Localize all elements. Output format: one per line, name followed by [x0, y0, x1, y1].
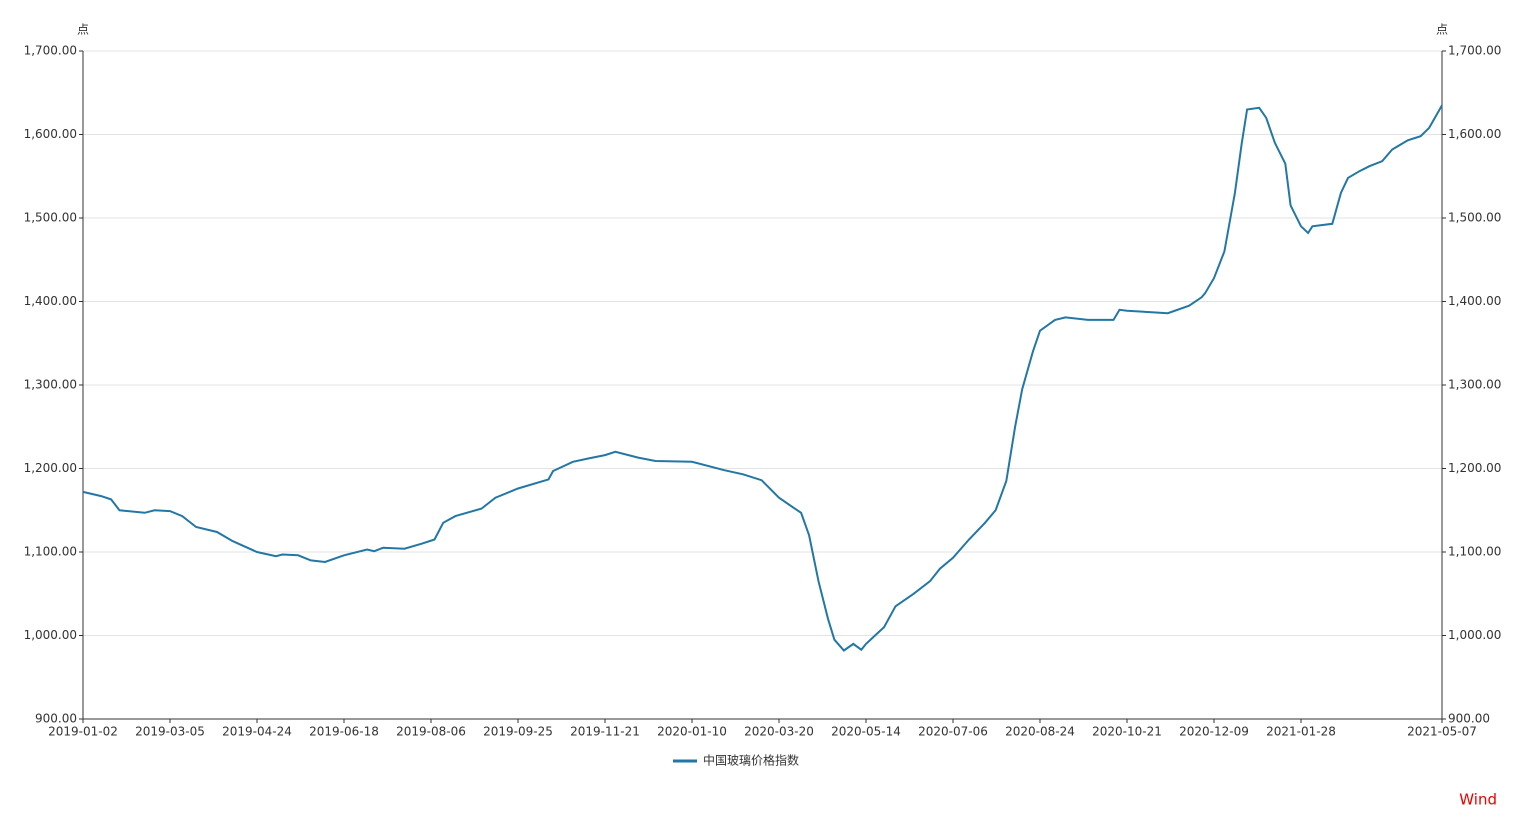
y2-axis-unit: 点: [1436, 23, 1448, 37]
y-tick-label: 1,300.00: [24, 378, 77, 392]
y-tick-label: 1,100.00: [24, 545, 77, 559]
x-tick-label: 2020-05-14: [831, 725, 901, 739]
y-tick-label: 1,500.00: [24, 211, 77, 225]
y2-tick-label: 900.00: [1448, 712, 1490, 726]
x-tick-label: 2021-01-28: [1266, 725, 1336, 739]
y-tick-label: 1,400.00: [24, 294, 77, 308]
x-tick-label: 2019-06-18: [309, 725, 379, 739]
x-tick-label: 2020-07-06: [918, 725, 988, 739]
x-tick-label: 2019-08-06: [396, 725, 466, 739]
x-tick-label: 2020-08-24: [1005, 725, 1075, 739]
x-tick-label: 2020-01-10: [657, 725, 727, 739]
x-tick-label: 2019-01-02: [48, 725, 118, 739]
y-tick-label: 1,600.00: [24, 127, 77, 141]
y-axis-unit: 点: [77, 23, 89, 37]
x-tick-label: 2021-05-07: [1407, 725, 1477, 739]
x-tick-label: 2020-10-21: [1092, 725, 1162, 739]
y2-tick-label: 1,100.00: [1448, 545, 1501, 559]
y-tick-label: 1,000.00: [24, 628, 77, 642]
y2-tick-label: 1,400.00: [1448, 294, 1501, 308]
y2-tick-label: 1,000.00: [1448, 628, 1501, 642]
source: Wind: [1459, 791, 1497, 809]
legend-label: 中国玻璃价格指数: [703, 753, 799, 768]
x-tick-label: 2020-12-09: [1179, 725, 1249, 739]
y-tick-label: 1,700.00: [24, 44, 77, 58]
y2-tick-label: 1,600.00: [1448, 127, 1501, 141]
x-tick-label: 2019-09-25: [483, 725, 553, 739]
y2-tick-label: 1,500.00: [1448, 211, 1501, 225]
x-tick-label: 2019-11-21: [570, 725, 640, 739]
y2-tick-label: 1,700.00: [1448, 44, 1501, 58]
x-tick-label: 2019-04-24: [222, 725, 292, 739]
y-tick-label: 900.00: [35, 712, 77, 726]
series-line: [82, 104, 1443, 652]
y2-tick-label: 1,200.00: [1448, 461, 1501, 475]
y-tick-label: 1,200.00: [24, 461, 77, 475]
y2-tick-label: 1,300.00: [1448, 378, 1501, 392]
x-tick-label: 2019-03-05: [135, 725, 205, 739]
x-tick-label: 2020-03-20: [744, 725, 814, 739]
